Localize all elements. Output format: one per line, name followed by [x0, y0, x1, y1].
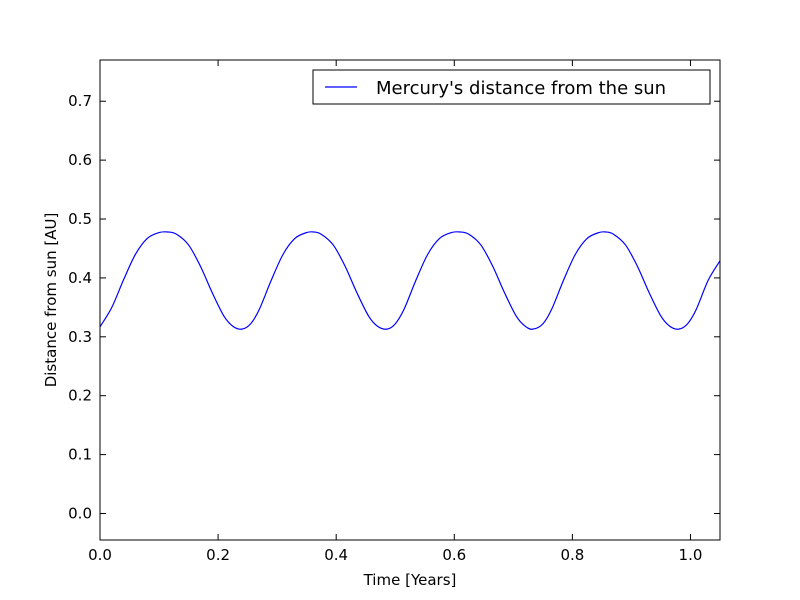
legend-label: Mercury's distance from the sun [376, 78, 666, 99]
y-tick-label: 0.6 [68, 151, 92, 169]
y-tick-label: 0.7 [68, 92, 92, 110]
x-tick-label: 0.4 [324, 546, 348, 564]
plot-frame [99, 59, 721, 541]
x-tick-label: 0.6 [442, 546, 466, 564]
legend: Mercury's distance from the sun [312, 69, 711, 105]
x-axis: 0.0 0.2 0.4 0.6 0.8 1.0 [88, 60, 702, 564]
plot-area [100, 60, 720, 540]
y-tick-label: 0.4 [68, 269, 92, 287]
x-tick-label: 0.0 [88, 546, 112, 564]
y-axis: 0.0 0.1 0.2 0.3 0.4 0.5 0.6 0.7 [68, 92, 720, 522]
y-tick-label: 0.5 [68, 210, 92, 228]
y-tick-label: 0.1 [68, 446, 92, 464]
x-axis-label: Time [Years] [363, 571, 457, 589]
y-tick-label: 0.2 [68, 387, 92, 405]
y-tick-label: 0.0 [68, 504, 92, 522]
x-tick-label: 1.0 [679, 546, 703, 564]
x-tick-label: 0.8 [560, 546, 584, 564]
y-axis-label: Distance from sun [AU] [42, 213, 60, 388]
series-line-mercury-distance [99, 231, 721, 330]
y-tick-label: 0.3 [68, 328, 92, 346]
x-tick-label: 0.2 [206, 546, 230, 564]
legend-box [312, 69, 711, 105]
